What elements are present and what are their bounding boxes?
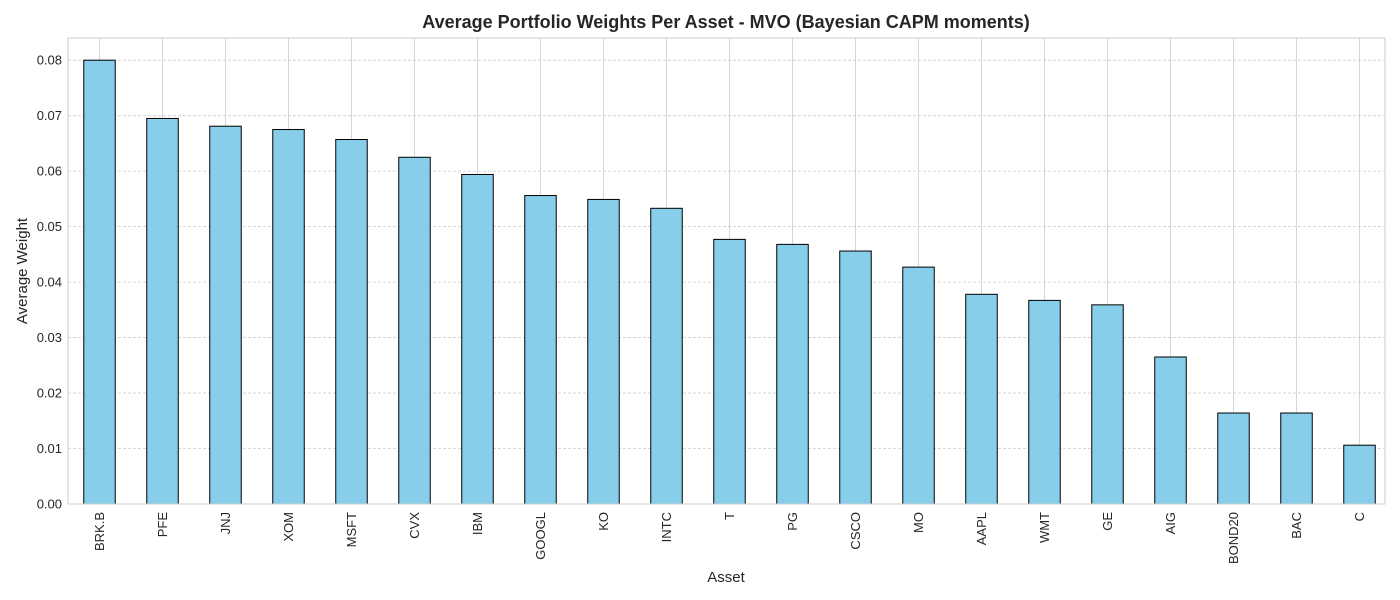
x-tick-label: BRK.B: [92, 512, 107, 551]
y-tick-label: 0.03: [37, 330, 62, 345]
bar-brk-b: [83, 59, 116, 505]
x-tick-label: T: [722, 512, 737, 520]
bar-csco: [839, 250, 872, 505]
bar-googl: [524, 195, 557, 505]
bar-t: [713, 238, 746, 505]
x-tick-label: CSCO: [848, 512, 863, 550]
x-tick-label: GE: [1100, 512, 1115, 531]
y-tick-labels: 0.00 0.01 0.02 0.03 0.04 0.05 0.06 0.07 0.08: [37, 53, 62, 512]
bar-bac: [1280, 412, 1313, 505]
x-tick-label: PG: [785, 512, 800, 531]
bar-c: [1343, 444, 1376, 505]
chart-title: Average Portfolio Weights Per Asset - MV…: [422, 12, 1029, 32]
x-tick-label: CVX: [407, 512, 422, 539]
bar-jnj: [209, 125, 242, 505]
x-tick-label: MSFT: [344, 512, 359, 547]
x-tick-label: AAPL: [974, 512, 989, 545]
x-tick-label: AIG: [1163, 512, 1178, 534]
y-tick-label: 0.04: [37, 275, 62, 290]
plot-frame: [67, 37, 1386, 505]
bar-ge: [1091, 304, 1124, 505]
bar-aig: [1154, 356, 1187, 505]
y-tick-label: 0.00: [37, 497, 62, 512]
bar-intc: [650, 207, 683, 505]
y-axis-label: Average Weight: [14, 217, 31, 324]
x-axis-label: Asset: [707, 569, 745, 586]
x-tick-label: MO: [911, 512, 926, 533]
y-tick-label: 0.01: [37, 441, 62, 456]
x-tick-label: BOND20: [1226, 512, 1241, 564]
bar-cvx: [398, 156, 431, 505]
x-tick-label: PFE: [155, 512, 170, 538]
bar-wmt: [1028, 299, 1061, 505]
y-tick-label: 0.08: [37, 53, 62, 68]
x-tick-label: JNJ: [218, 512, 233, 534]
bar-msft: [335, 139, 368, 505]
x-tick-label: WMT: [1037, 512, 1052, 543]
x-tick-label: XOM: [281, 512, 296, 542]
bars: [83, 59, 1376, 505]
bar-ko: [587, 198, 620, 505]
x-tick-label: IBM: [470, 512, 485, 535]
x-tick-label: INTC: [659, 512, 674, 542]
y-tick-label: 0.05: [37, 219, 62, 234]
y-tick-label: 0.07: [37, 108, 62, 123]
bar-pg: [776, 243, 809, 505]
x-tick-label: C: [1352, 512, 1367, 521]
x-tick-label: BAC: [1289, 512, 1304, 539]
bar-aapl: [965, 293, 998, 505]
x-tick-label: GOOGL: [533, 512, 548, 560]
x-tick-label: KO: [596, 512, 611, 531]
x-tick-labels: BRK.B PFE JNJ XOM MSFT CVX IBM GOOGL KO INTC T PG CS…: [92, 512, 1367, 564]
bar-ibm: [461, 173, 494, 505]
bar-pfe: [146, 117, 179, 505]
bar-mo: [902, 266, 935, 505]
bar-xom: [272, 129, 305, 505]
y-tick-label: 0.06: [37, 164, 62, 179]
y-tick-label: 0.02: [37, 386, 62, 401]
bar-bond20: [1217, 412, 1250, 505]
